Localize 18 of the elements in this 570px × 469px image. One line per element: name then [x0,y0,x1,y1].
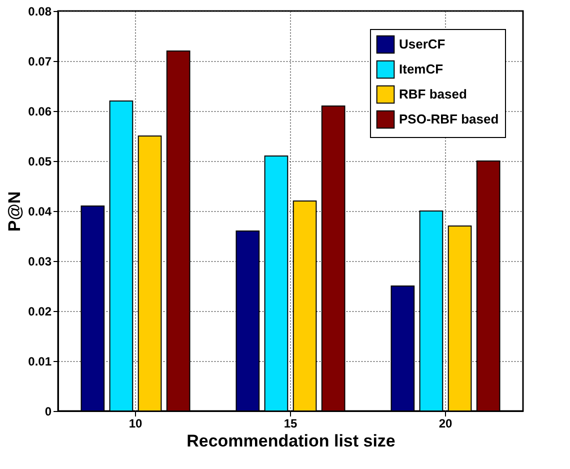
legend-label: UserCF [399,36,446,52]
legend-label: PSO-RBF based [399,112,499,126]
x-tick-label: 15 [284,416,298,430]
y-axis-title: P@N [5,191,24,232]
y-tick-label: 0.05 [28,154,52,168]
x-tick-label: 10 [128,416,142,430]
legend-label: ItemCF [399,62,444,76]
y-tick-label: 0.02 [28,304,52,318]
y-tick-label: 0.04 [28,204,52,218]
y-tick-label: 0.07 [28,54,52,68]
x-tick-label: 20 [438,416,452,430]
y-tick-label: 0.06 [28,104,52,118]
y-tick-label: 0 [44,404,52,418]
y-tick-label: 0.01 [28,354,52,368]
x-axis-title: Recommendation list size [186,432,396,450]
y-tick-label: 0.03 [28,254,52,268]
legend-label: RBF based [399,86,467,102]
y-tick-label: 0.08 [28,4,52,18]
